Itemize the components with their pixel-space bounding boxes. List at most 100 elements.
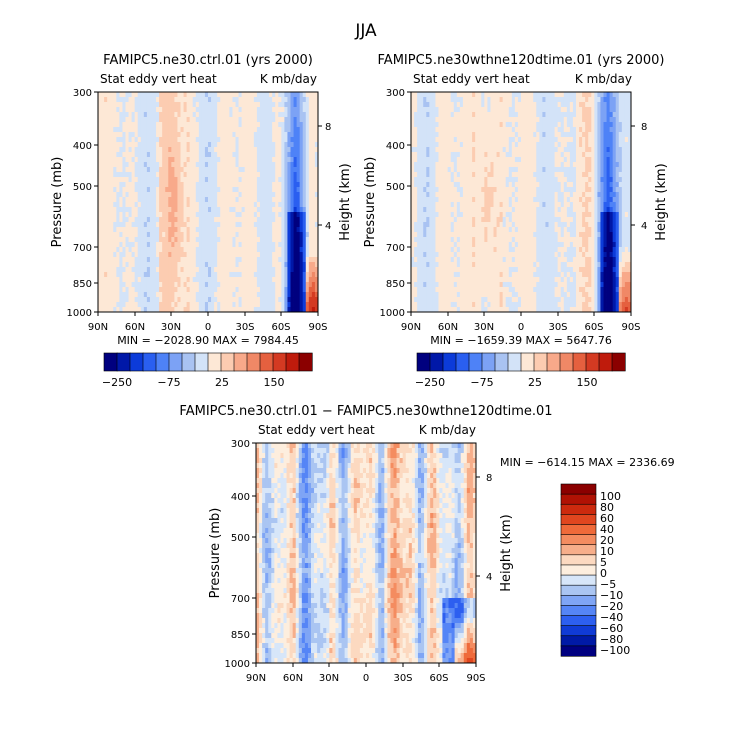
colorbar-swatch <box>298 352 313 372</box>
contour-cell <box>195 112 200 118</box>
contour-cell <box>299 257 304 263</box>
contour-cell <box>423 92 427 98</box>
contour-cell <box>238 282 243 288</box>
contour-cell <box>542 182 546 188</box>
contour-cell <box>299 112 304 118</box>
contour-cell <box>582 177 586 183</box>
contour-cell <box>499 152 504 158</box>
contour-cell <box>229 197 233 203</box>
contour-cell <box>505 167 510 173</box>
contour-cell <box>569 152 574 158</box>
contour-cell <box>420 137 424 143</box>
contour-cell <box>527 152 531 158</box>
contour-cell <box>174 237 178 243</box>
contour-cell <box>134 92 139 98</box>
contour-cell <box>226 162 230 168</box>
contour-cell <box>618 197 623 203</box>
contour-cell <box>156 192 160 198</box>
contour-cell <box>493 162 497 168</box>
contour-cell <box>275 217 279 223</box>
contour-cell <box>140 112 145 118</box>
contour-cell <box>499 202 504 208</box>
contour-cell <box>131 182 136 188</box>
contour-cell <box>98 232 102 238</box>
contour-cell <box>98 172 102 178</box>
contour-cell <box>462 122 467 128</box>
contour-cell <box>423 112 427 118</box>
contour-cell <box>447 122 452 128</box>
contour-cell <box>177 157 181 163</box>
contour-cell <box>499 167 504 173</box>
contour-cell <box>496 132 501 138</box>
contour-cell <box>107 232 111 238</box>
contour-cell <box>113 272 117 278</box>
contour-cell <box>238 142 243 148</box>
contour-cell <box>420 112 424 118</box>
contour-cell <box>101 287 105 293</box>
contour-cell <box>214 292 218 298</box>
contour-cell <box>275 167 279 173</box>
contour-cell <box>159 227 163 233</box>
contour-cell <box>314 187 318 193</box>
contour-cell <box>146 107 151 113</box>
contour-cell <box>140 302 145 308</box>
contour-cell <box>299 157 304 163</box>
contour-cell <box>609 167 614 173</box>
contour-cell <box>621 97 626 103</box>
contour-cell <box>530 187 534 193</box>
contour-cell <box>162 212 166 218</box>
x-tick-label: 30S <box>235 322 254 333</box>
contour-cell <box>299 177 304 183</box>
contour-cell <box>98 212 102 218</box>
contour-cell <box>426 92 430 98</box>
contour-cell <box>475 167 479 173</box>
contour-cell <box>530 157 534 163</box>
contour-cell <box>612 127 617 133</box>
contour-cell <box>177 262 181 268</box>
contour-cell <box>502 112 507 118</box>
contour-cell <box>281 92 285 98</box>
contour-cell <box>134 287 139 293</box>
contour-cell <box>156 152 160 158</box>
contour-cell <box>281 162 285 168</box>
contour-cell <box>98 182 102 188</box>
contour-cell <box>281 142 285 148</box>
contour-cell <box>214 282 218 288</box>
contour-cell <box>107 147 111 153</box>
contour-cell <box>113 162 117 168</box>
contour-cell <box>177 277 181 283</box>
contour-cell <box>308 307 313 312</box>
contour-cell <box>417 117 421 123</box>
contour-cell <box>582 102 586 108</box>
contour-cell <box>305 92 310 98</box>
contour-cell <box>223 167 227 173</box>
contour-cell <box>548 162 552 168</box>
contour-cell <box>308 292 313 298</box>
contour-cell <box>435 202 439 208</box>
contour-cell <box>125 117 129 123</box>
contour-cell <box>612 172 617 178</box>
contour-cell <box>198 117 203 123</box>
contour-cell <box>511 112 516 118</box>
contour-cell <box>594 127 598 133</box>
contour-cell <box>214 92 218 98</box>
contour-cell <box>481 192 485 198</box>
contour-cell <box>162 217 166 223</box>
contour-cell <box>253 287 258 293</box>
contour-cell <box>174 122 178 128</box>
contour-cell <box>119 177 123 183</box>
contour-cell <box>186 97 191 103</box>
contour-cell <box>131 167 136 173</box>
contour-cell <box>253 227 258 233</box>
contour-cell <box>256 277 261 283</box>
contour-cell <box>272 162 276 168</box>
contour-cell <box>263 132 267 138</box>
contour-cell <box>435 162 439 168</box>
contour-cell <box>192 262 197 268</box>
contour-cell <box>305 307 310 312</box>
contour-cell <box>462 177 467 183</box>
contour-cell <box>472 147 476 153</box>
contour-cell <box>612 187 617 193</box>
contour-cell <box>481 132 485 138</box>
contour-cell <box>116 172 120 178</box>
